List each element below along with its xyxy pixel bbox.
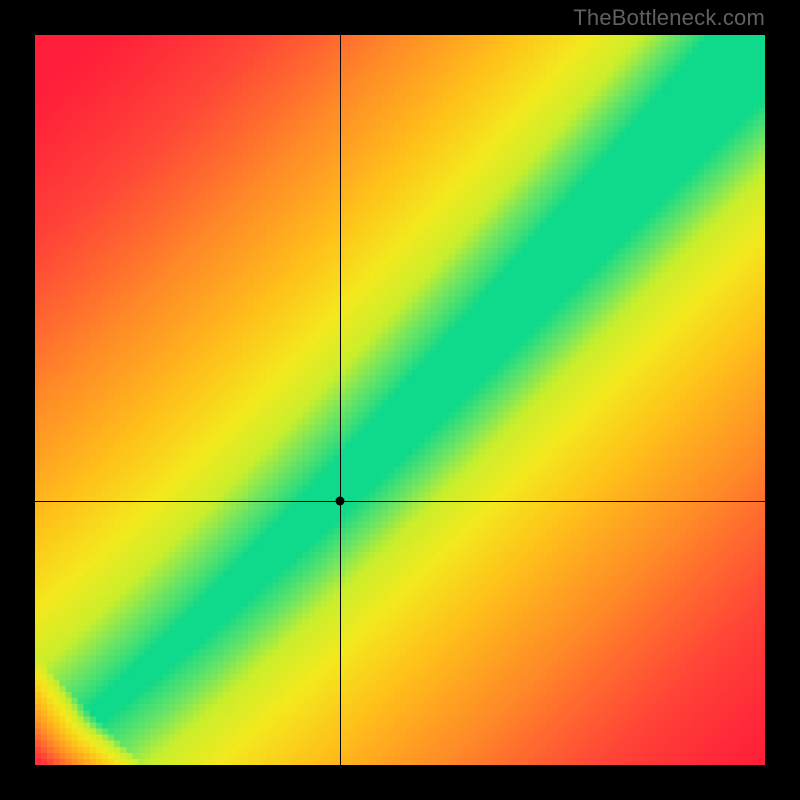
watermark-text: TheBottleneck.com [573, 5, 765, 31]
bottleneck-heatmap [35, 35, 765, 765]
chart-area [35, 35, 765, 765]
chart-container: TheBottleneck.com [0, 0, 800, 800]
crosshair-horizontal [35, 501, 765, 502]
crosshair-vertical [340, 35, 341, 765]
data-point-marker [336, 496, 345, 505]
